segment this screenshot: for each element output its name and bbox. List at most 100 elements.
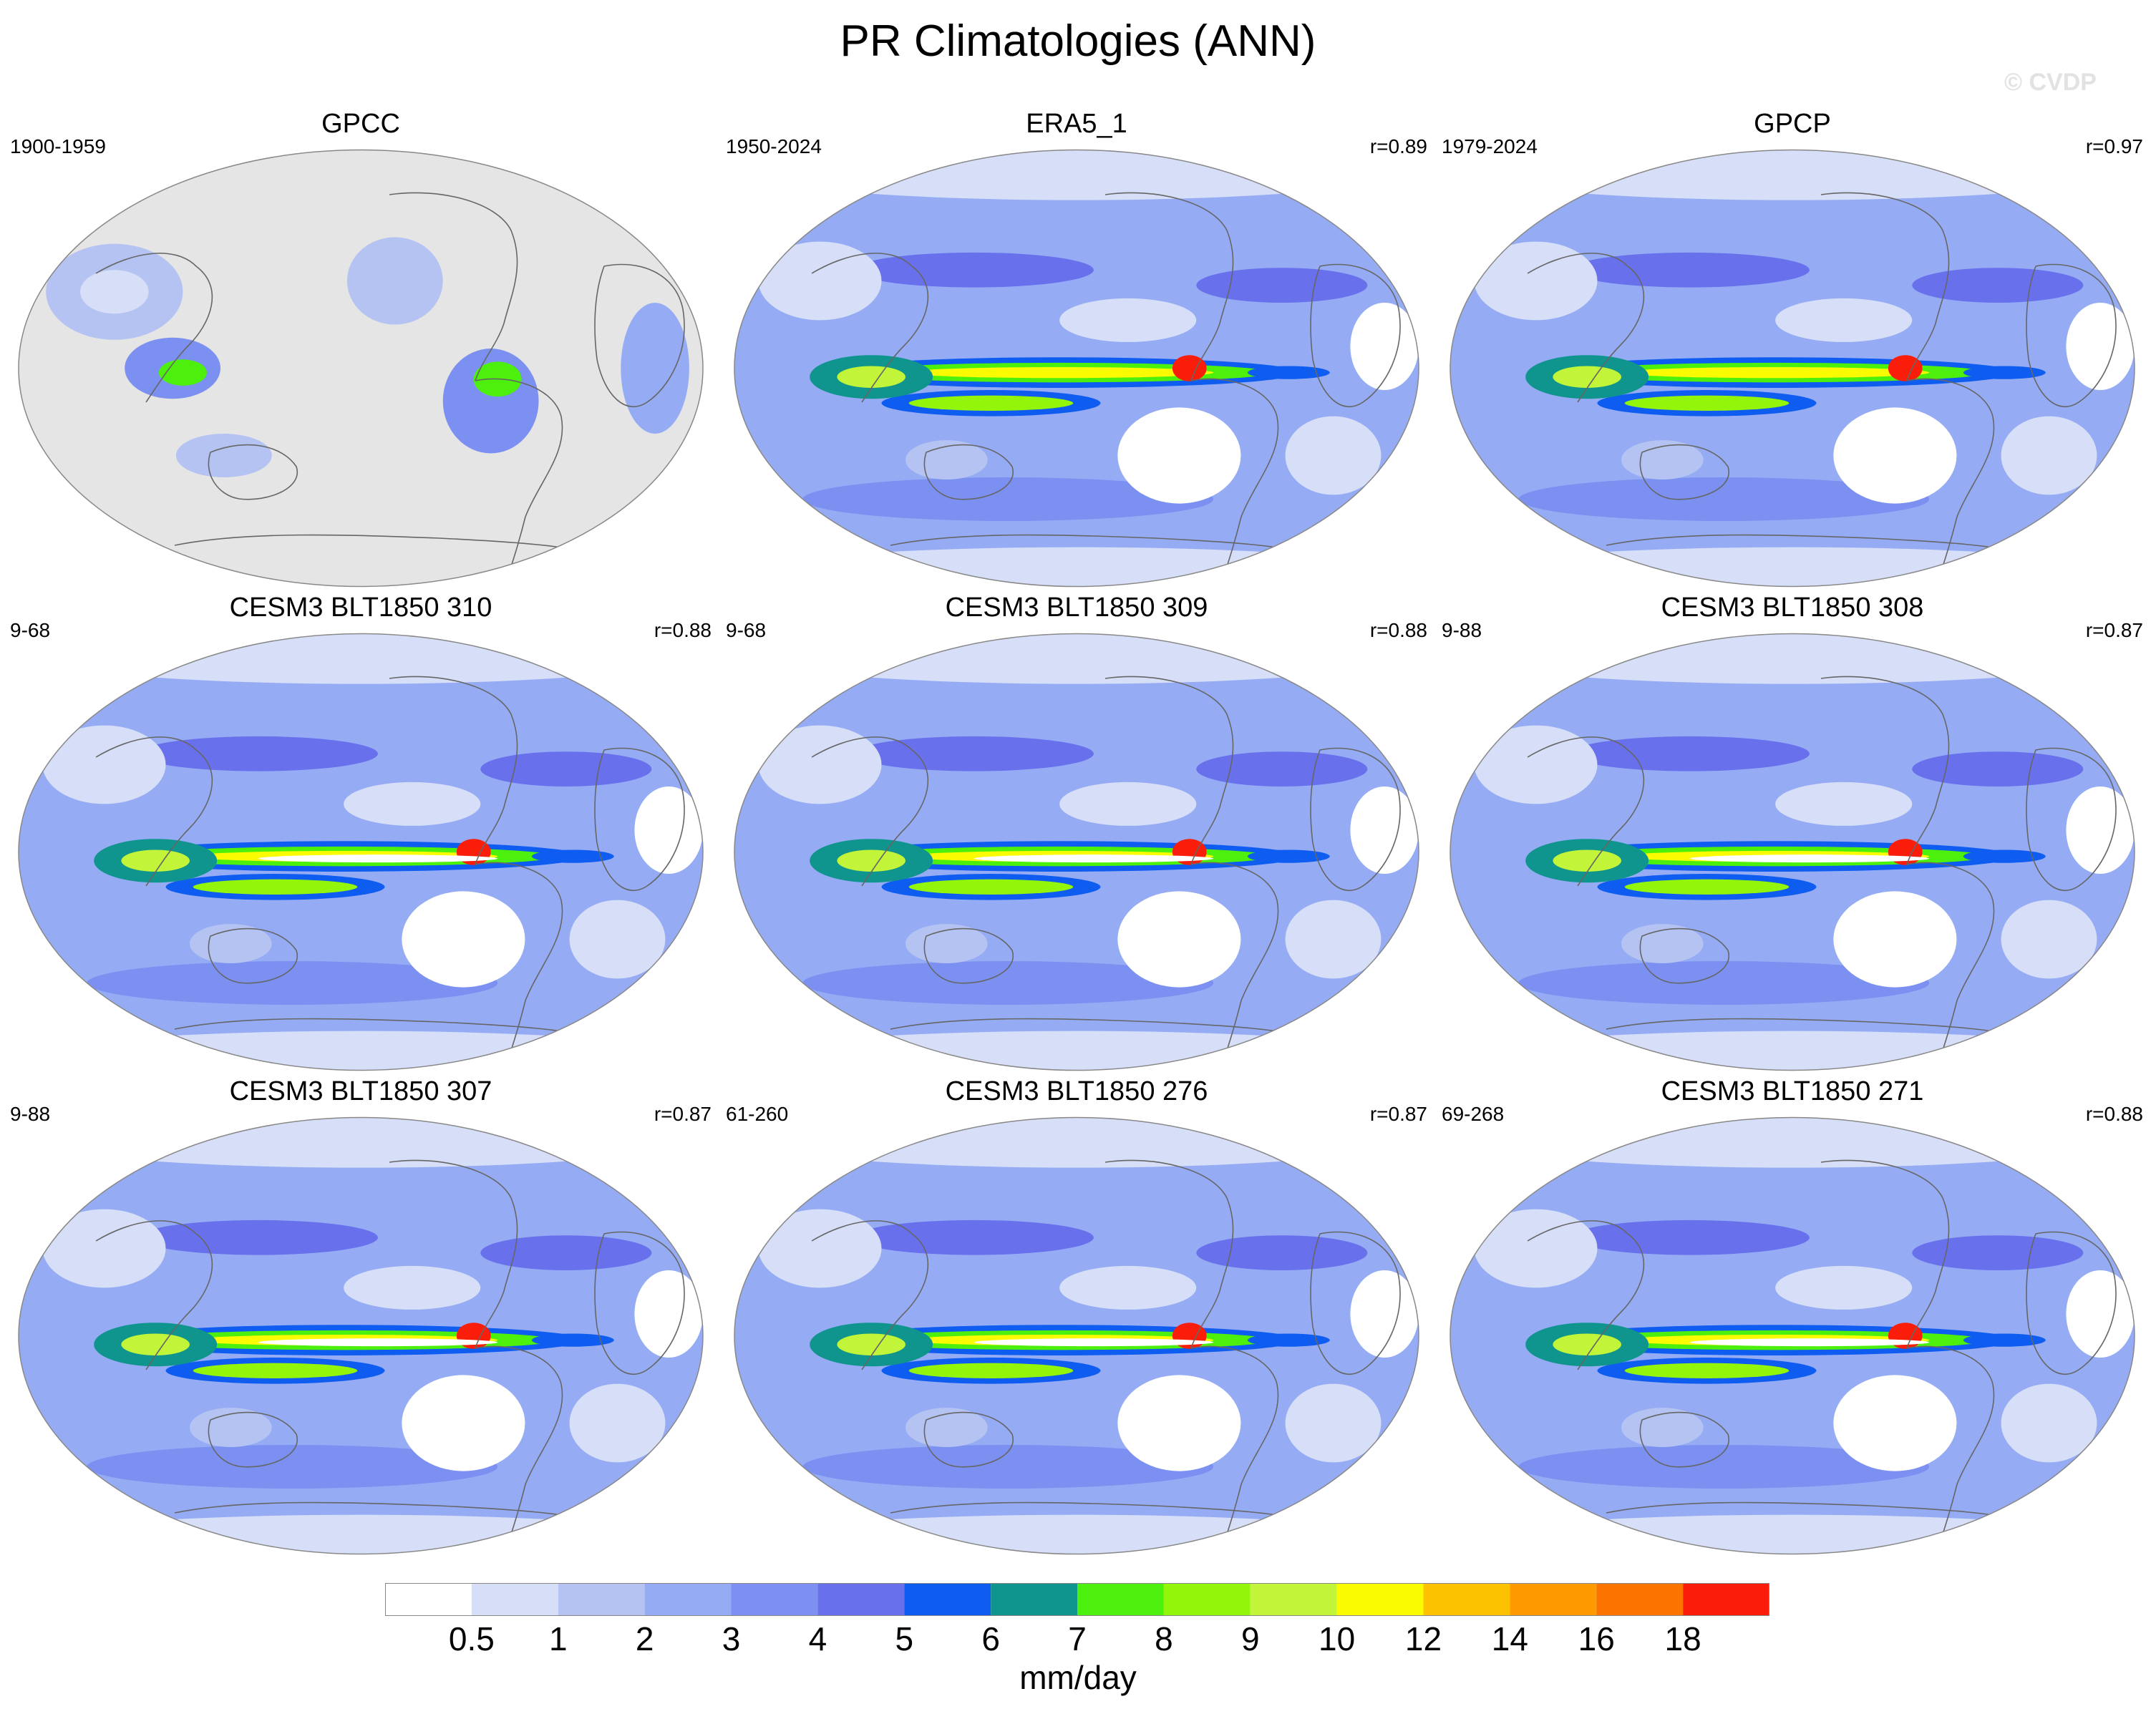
map-panel: GPCC 1900-1959	[10, 107, 712, 601]
north-atlantic-storm-track	[1912, 751, 2084, 787]
antarctic-dry-zone	[19, 1031, 703, 1071]
north-atlantic-storm-track	[480, 1235, 652, 1270]
panel-title: GPCC	[321, 109, 400, 139]
asia-dry-zone	[1474, 725, 1598, 804]
spcz-core	[193, 1363, 358, 1378]
panel-pattern-correlation: r=0.97	[2085, 135, 2143, 157]
australia-dry-zone	[1621, 440, 1704, 480]
southeast-pacific-dry-zone	[1833, 1375, 1957, 1471]
colorbar-swatch	[558, 1583, 645, 1616]
coastline	[811, 736, 929, 887]
coastline	[1104, 1159, 1234, 1349]
panel-pattern-correlation: r=0.89	[1369, 135, 1427, 157]
sahara-dry-zone	[1350, 1270, 1419, 1358]
coastline	[208, 444, 298, 500]
panel-year-range: 1900-1959	[10, 135, 106, 157]
coastline	[475, 1345, 563, 1554]
colorbar-tick-label: 2	[635, 1620, 654, 1657]
cold-tongue-dry-zone	[1689, 854, 1930, 863]
itcz-peak	[905, 366, 1214, 379]
precip-map	[1450, 1116, 2135, 1555]
colorbar-tick-label: 8	[1155, 1620, 1173, 1657]
coastline	[594, 263, 685, 407]
colorbar-swatch	[1683, 1583, 1769, 1616]
colorbar-swatch	[1596, 1583, 1684, 1616]
panel-pattern-correlation: r=0.87	[654, 1103, 712, 1125]
colorbar-swatch	[1336, 1583, 1424, 1616]
colorbar	[385, 1583, 1769, 1616]
atlantic-itcz	[1248, 1333, 1330, 1347]
map-border	[18, 149, 704, 588]
colorbar-swatch	[471, 1583, 558, 1616]
panel-year-range: 9-68	[10, 619, 51, 641]
colorbar-tick-label: 18	[1664, 1620, 1701, 1657]
arctic-dry-zone	[1450, 1117, 2135, 1168]
panel-title: CESM3 BLT1850 307	[229, 1076, 492, 1106]
arctic-dry-zone	[1450, 150, 2135, 200]
map-border	[1450, 149, 2135, 588]
map-panel: CESM3 BLT1850 271 69-268 r=0.88	[1442, 1075, 2143, 1569]
coastline	[594, 747, 685, 891]
australia-dry-zone	[905, 1408, 988, 1448]
australia-dry-zone	[905, 440, 988, 480]
panel-pattern-correlation: r=0.87	[2085, 619, 2143, 641]
land-precip-north-america	[346, 237, 443, 325]
panel-title: GPCP	[1754, 109, 1831, 139]
coastline	[2026, 1231, 2117, 1375]
coastline	[923, 927, 1014, 984]
sahara-dry-zone	[2066, 303, 2135, 390]
panel-year-range: 69-268	[1442, 1103, 1505, 1125]
spcz-core	[1624, 879, 1790, 895]
colorbar-tick-label: 6	[981, 1620, 1000, 1657]
precip-map	[1450, 149, 2135, 588]
southern-ocean-band	[87, 1445, 498, 1489]
asia-dry-zone	[758, 725, 882, 804]
asia-dry-zone	[758, 1209, 882, 1288]
map-panel: CESM3 BLT1850 309 9-68 r=0.88	[726, 591, 1427, 1085]
panel-title: CESM3 BLT1850 308	[1661, 593, 1924, 623]
map-panel: CESM3 BLT1850 308 9-88 r=0.87	[1442, 591, 2143, 1085]
coastline	[1820, 1159, 1950, 1349]
spcz-core	[1624, 1363, 1790, 1378]
northeast-pacific-dry-zone	[1775, 1265, 1913, 1310]
coastline	[811, 1220, 929, 1370]
antarctic-dry-zone	[19, 1514, 703, 1554]
antarctic-dry-zone	[1450, 1514, 2135, 1554]
itcz-peak	[1621, 366, 1930, 379]
coastline	[1820, 676, 1950, 865]
sahara-dry-zone	[634, 787, 703, 874]
north-atlantic-storm-track	[1196, 1235, 1368, 1270]
coastline	[208, 927, 298, 984]
asia-dry-zone	[42, 1209, 166, 1288]
map-panel: ERA5_1 1950-2024 r=0.89	[726, 107, 1427, 601]
coastline	[389, 1159, 518, 1349]
indian-ocean-convection-core	[837, 1333, 905, 1355]
asia-dry-zone	[758, 241, 882, 321]
north-atlantic-storm-track	[480, 751, 652, 787]
southeast-pacific-dry-zone	[1117, 407, 1241, 504]
colorbar-tick-label: 10	[1319, 1620, 1356, 1657]
southeast-pacific-dry-zone	[402, 891, 525, 988]
southern-ocean-band	[802, 1445, 1214, 1489]
atlantic-itcz	[1963, 849, 2046, 863]
atlantic-itcz	[1248, 366, 1330, 379]
coastline	[1820, 192, 1950, 381]
map-border	[1450, 1116, 2135, 1555]
colorbar-tick-label: 0.5	[448, 1620, 495, 1657]
indian-ocean-convection-core	[121, 1333, 190, 1355]
coastline	[95, 253, 213, 403]
atlantic-itcz	[1963, 1333, 2046, 1347]
colorbar-tick-label: 14	[1491, 1620, 1528, 1657]
colorbar-tick-label: 16	[1578, 1620, 1615, 1657]
cold-tongue-dry-zone	[1689, 1338, 1930, 1347]
colorbar-tick-label: 7	[1068, 1620, 1087, 1657]
northeast-pacific-dry-zone	[1059, 781, 1197, 826]
sahara-dry-zone	[1350, 787, 1419, 874]
precip-map	[18, 149, 704, 588]
coastline	[1639, 444, 1730, 500]
southern-ocean-band	[1518, 961, 1930, 1005]
colorbar-swatch	[991, 1583, 1077, 1616]
panama-bight-maximum	[1172, 355, 1207, 381]
north-pacific-storm-track	[138, 1219, 378, 1255]
sahara-dry-zone	[2066, 1270, 2135, 1358]
